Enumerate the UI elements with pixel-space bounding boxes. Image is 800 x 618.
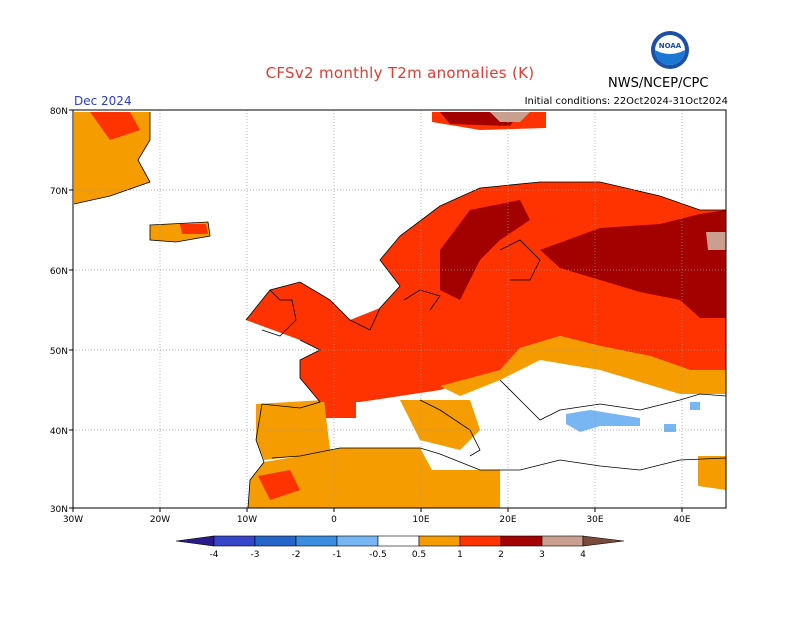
colorbar-swatch bbox=[175, 535, 215, 547]
colorbar-swatch bbox=[459, 535, 502, 547]
initial-conditions: Initial conditions: 22Oct2024-31Oct2024 bbox=[524, 96, 728, 107]
colorbar-label: 2 bbox=[498, 550, 504, 560]
lon-axis bbox=[72, 508, 683, 512]
lon-tick-label: 30W bbox=[63, 515, 83, 525]
lat-tick-label: 80N bbox=[50, 107, 68, 117]
lat-tick-label: 70N bbox=[50, 187, 68, 197]
colorbar-label: 3 bbox=[539, 550, 545, 560]
lon-tick-label: 20E bbox=[499, 515, 516, 525]
lon-tick-label: 40E bbox=[673, 515, 690, 525]
lat-tick-label: 40N bbox=[50, 427, 68, 437]
southeast-warm bbox=[440, 336, 726, 396]
lon-tick-label: 10E bbox=[412, 515, 429, 525]
colorbar bbox=[175, 535, 625, 547]
colorbar-swatch bbox=[541, 535, 584, 547]
noaa-logo-icon: NOAA bbox=[651, 31, 689, 69]
colorbar-swatch bbox=[500, 535, 543, 547]
colorbar-swatch bbox=[377, 535, 420, 547]
lon-tick-label: 10W bbox=[237, 515, 257, 525]
colorbar-label: -1 bbox=[333, 550, 342, 560]
greenland-warm bbox=[74, 112, 150, 204]
colorbar-swatch bbox=[336, 535, 379, 547]
map-frame bbox=[72, 109, 727, 509]
lon-tick-label: 0 bbox=[331, 515, 337, 525]
map-title: CFSv2 monthly T2m anomalies (K) bbox=[265, 64, 535, 82]
lat-tick-label: 60N bbox=[50, 267, 68, 277]
colorbar-label: 4 bbox=[580, 550, 586, 560]
colorbar-swatch bbox=[582, 535, 625, 547]
colorbar-swatch bbox=[213, 535, 256, 547]
lon-tick-label: 20W bbox=[150, 515, 170, 525]
colorbar-label: 1 bbox=[457, 550, 463, 560]
graticule bbox=[73, 110, 726, 508]
svg-text:NOAA: NOAA bbox=[659, 42, 682, 50]
colorbar-label: -3 bbox=[251, 550, 260, 560]
colorbar-swatch bbox=[295, 535, 338, 547]
turkey-cool bbox=[566, 410, 640, 432]
lat-tick-label: 50N bbox=[50, 347, 68, 357]
lon-tick-label: 30E bbox=[586, 515, 603, 525]
scandinavia-dark-warm bbox=[440, 200, 530, 300]
lat-axis bbox=[69, 109, 73, 509]
colorbar-swatch bbox=[418, 535, 461, 547]
colorbar-label: 0.5 bbox=[412, 550, 426, 560]
lat-tick-label: 30N bbox=[50, 505, 68, 515]
colorbar-label: -0.5 bbox=[369, 550, 387, 560]
colorbar-label: -4 bbox=[210, 550, 219, 560]
colorbar-swatch bbox=[254, 535, 297, 547]
anomaly-shading bbox=[74, 112, 726, 508]
europe-warm-base bbox=[248, 448, 500, 508]
colorbar-label: -2 bbox=[292, 550, 301, 560]
russia-dark-warm bbox=[540, 210, 726, 318]
forecast-month: Dec 2024 bbox=[74, 94, 132, 108]
agency-label: NWS/NCEP/CPC bbox=[608, 76, 709, 91]
